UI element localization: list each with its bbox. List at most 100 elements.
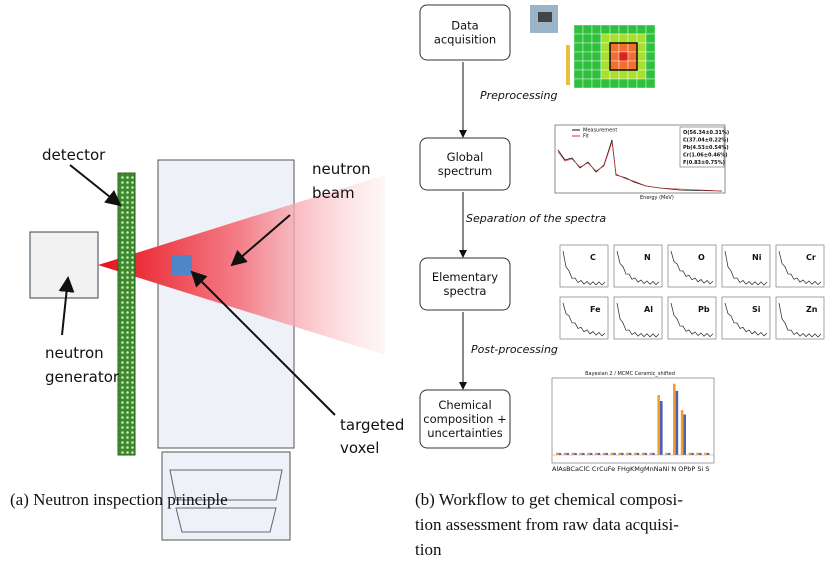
- element-frame: [667, 296, 717, 340]
- element-label: Al: [644, 305, 653, 314]
- caption: tion: [415, 540, 442, 559]
- heat-cell: [645, 60, 656, 71]
- heat-cell: [636, 78, 647, 89]
- composition: Cr(1.06±0.46%): [683, 153, 728, 159]
- heat-cell: [609, 60, 620, 71]
- bar: [699, 452, 702, 455]
- element-spectrum: [724, 250, 768, 286]
- heat-cell: [600, 24, 611, 35]
- element-spectrum: [778, 250, 822, 286]
- fit-line: [557, 141, 723, 192]
- heat-cell: [591, 51, 602, 62]
- element-frame: [613, 244, 663, 288]
- heat-cell: [609, 24, 620, 35]
- heat-cell: [618, 78, 629, 89]
- heat-cell: [609, 51, 620, 62]
- heatmap: [573, 24, 656, 89]
- truck-cab-detail: [169, 469, 283, 533]
- x-labels: AlAsBCaClC CrCuFe FHgKMgMnNaNi N OPbP Si…: [552, 465, 709, 473]
- element-spectra: C N O Ni Cr Fe Al Pb Si Zn: [559, 244, 825, 340]
- element-frame: [721, 296, 771, 340]
- axis-label: Energy (MeV): [640, 195, 674, 201]
- label: targeted: [340, 416, 404, 434]
- bar: [587, 452, 590, 455]
- element-spectrum: [778, 302, 822, 338]
- bar: [644, 452, 647, 455]
- bar: [613, 452, 616, 455]
- bar: [683, 414, 686, 455]
- element-frame: [721, 244, 771, 288]
- bar: [696, 452, 699, 455]
- heat-cell: [645, 69, 656, 80]
- heat-cell: [600, 69, 611, 80]
- element-label: Si: [752, 305, 761, 314]
- heat-cell: [591, 33, 602, 44]
- heat-cell: [636, 33, 647, 44]
- element-frame: [775, 244, 825, 288]
- bar: [673, 383, 676, 455]
- element-spectrum: [670, 302, 714, 338]
- heat-cell: [645, 51, 656, 62]
- label: voxel: [340, 439, 379, 457]
- box-text: uncertainties: [427, 426, 503, 440]
- element-spectrum: [562, 250, 606, 286]
- heat-cell: [573, 24, 584, 35]
- bar: [566, 452, 569, 455]
- bar: [649, 452, 653, 455]
- process-box: [419, 257, 511, 311]
- box-text: Global: [447, 150, 484, 164]
- bar: [688, 452, 692, 455]
- detector-photo: [538, 12, 552, 22]
- heat-cell: [618, 24, 629, 35]
- bar: [574, 452, 577, 455]
- element-label: Pb: [698, 305, 710, 314]
- label: beam: [312, 184, 355, 202]
- heat-cell: [573, 42, 584, 53]
- bar: [691, 452, 694, 455]
- heat-cell: [591, 78, 602, 89]
- caption: (b) Workflow to get chemical composi-: [415, 490, 683, 509]
- arrow: [190, 270, 336, 416]
- heat-cell: [582, 69, 593, 80]
- heat-cell: [627, 51, 638, 62]
- element-label: O: [698, 253, 705, 262]
- arrow: [58, 276, 75, 336]
- box-text: spectra: [444, 284, 487, 298]
- element-spectrum: [562, 302, 606, 337]
- element-label: Cr: [806, 253, 816, 262]
- bar: [628, 452, 632, 455]
- step-label: Post-processing: [471, 343, 558, 356]
- heat-cell: [600, 33, 611, 44]
- element-spectrum: [616, 250, 660, 286]
- heat-cell: [591, 42, 602, 53]
- heat-cell: [618, 69, 629, 80]
- label: detector: [42, 146, 106, 164]
- process-box: [419, 137, 511, 191]
- box-text: composition +: [423, 412, 506, 426]
- heat-cell: [636, 42, 647, 53]
- process-box: [419, 4, 511, 61]
- heat-cell: [645, 24, 656, 35]
- heat-cell: [573, 69, 584, 80]
- barchart-frame: [551, 377, 715, 464]
- label: neutron: [45, 344, 104, 362]
- element-spectrum: [616, 302, 660, 338]
- bar: [597, 452, 601, 455]
- bar: [704, 452, 707, 455]
- detector: [117, 172, 136, 456]
- label: generator: [45, 368, 120, 386]
- element-frame: [559, 244, 609, 288]
- heat-cell: [582, 24, 593, 35]
- heat-cell: [573, 33, 584, 44]
- element-label: C: [590, 253, 596, 262]
- bar: [589, 452, 593, 455]
- arrow: [69, 164, 122, 207]
- heat-cell: [591, 24, 602, 35]
- composition: F(0.83±0.75%): [683, 160, 725, 166]
- legend: Fit: [583, 134, 589, 140]
- step-label: Separation of the spectra: [466, 212, 606, 225]
- heat-cell: [582, 60, 593, 71]
- heat-cell: [627, 33, 638, 44]
- element-label: Fe: [590, 305, 601, 314]
